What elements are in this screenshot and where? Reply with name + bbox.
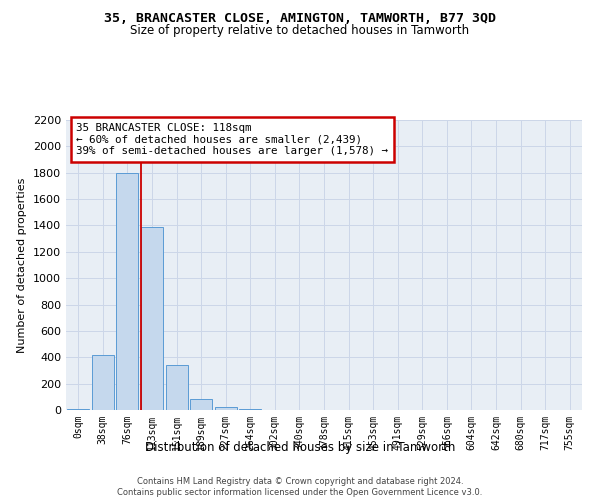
Text: Contains HM Land Registry data © Crown copyright and database right 2024.: Contains HM Land Registry data © Crown c… xyxy=(137,476,463,486)
Bar xyxy=(190,400,212,410)
Bar xyxy=(239,408,262,410)
Text: Distribution of detached houses by size in Tamworth: Distribution of detached houses by size … xyxy=(145,441,455,454)
Text: Size of property relative to detached houses in Tamworth: Size of property relative to detached ho… xyxy=(130,24,470,37)
Bar xyxy=(215,406,237,410)
Bar xyxy=(92,354,114,410)
Y-axis label: Number of detached properties: Number of detached properties xyxy=(17,178,28,352)
Text: Contains public sector information licensed under the Open Government Licence v3: Contains public sector information licen… xyxy=(118,488,482,497)
Bar xyxy=(141,227,163,410)
Bar xyxy=(67,408,89,410)
Text: 35, BRANCASTER CLOSE, AMINGTON, TAMWORTH, B77 3QD: 35, BRANCASTER CLOSE, AMINGTON, TAMWORTH… xyxy=(104,12,496,26)
Text: 35 BRANCASTER CLOSE: 118sqm
← 60% of detached houses are smaller (2,439)
39% of : 35 BRANCASTER CLOSE: 118sqm ← 60% of det… xyxy=(76,123,388,156)
Bar xyxy=(116,172,139,410)
Bar xyxy=(166,364,188,410)
